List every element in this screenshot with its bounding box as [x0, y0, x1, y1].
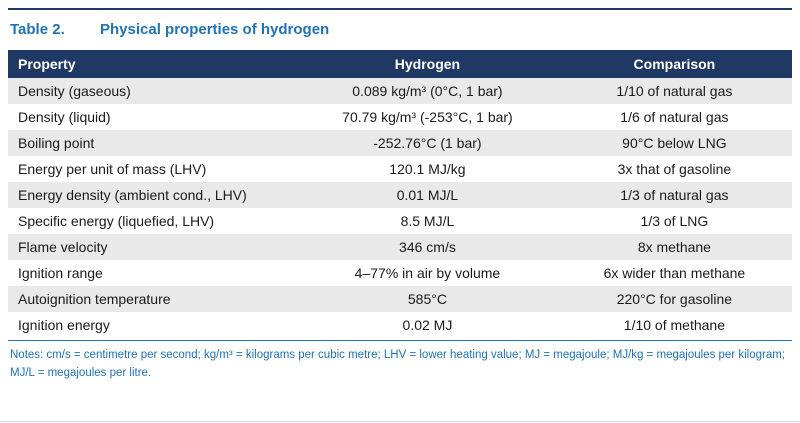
cell-property: Density (liquid) [18, 109, 111, 125]
column-header-hydrogen: Hydrogen [298, 50, 557, 78]
table-row: Density (liquid) 70.79 kg/m³ (-253°C, 1 … [8, 104, 792, 130]
cell-comparison: 1/6 of natural gas [620, 109, 729, 125]
cell-property: Energy density (ambient cond., LHV) [18, 187, 247, 203]
cell-hydrogen: 4–77% in air by volume [354, 265, 501, 281]
cell-comparison: 220°C for gasoline [616, 291, 733, 307]
column-header-comparison: Comparison [556, 50, 792, 78]
table-row: Flame velocity 346 cm/s 8x methane [8, 234, 792, 260]
cell-hydrogen: 0.02 MJ [402, 317, 453, 333]
cell-property: Ignition range [18, 265, 103, 281]
table-row: Specific energy (liquefied, LHV) 8.5 MJ/… [8, 208, 792, 234]
table-title: Physical properties of hydrogen [100, 21, 330, 38]
table-row: Density (gaseous) 0.089 kg/m³ (0°C, 1 ba… [8, 78, 792, 104]
cell-comparison: 1/3 of natural gas [620, 187, 729, 203]
table-row: Autoignition temperature 585°C 220°C for… [8, 286, 792, 312]
table-notes: Notes: cm/s = centimetre per second; kg/… [8, 340, 792, 383]
cell-comparison: 1/10 of natural gas [616, 83, 733, 99]
cell-hydrogen: 346 cm/s [399, 239, 456, 255]
cell-property: Density (gaseous) [18, 83, 131, 99]
cell-hydrogen: 585°C [407, 291, 447, 307]
bottom-divider [0, 421, 800, 422]
cell-hydrogen: 8.5 MJ/L [400, 213, 455, 229]
table-number: Table 2. [10, 21, 65, 38]
properties-table: Property Hydrogen Comparison Density (ga… [8, 50, 792, 338]
cell-property: Flame velocity [18, 239, 108, 255]
cell-property: Ignition energy [18, 317, 110, 333]
cell-hydrogen: 120.1 MJ/kg [389, 161, 466, 177]
document-page: Table 2. Physical properties of hydrogen… [0, 8, 800, 423]
cell-hydrogen: 0.089 kg/m³ (0°C, 1 bar) [352, 83, 503, 99]
table-row: Ignition range 4–77% in air by volume 6x… [8, 260, 792, 286]
cell-hydrogen: -252.76°C (1 bar) [373, 135, 482, 151]
cell-comparison: 3x that of gasoline [617, 161, 732, 177]
table-row: Energy density (ambient cond., LHV) 0.01… [8, 182, 792, 208]
header-row: Property Hydrogen Comparison [8, 50, 792, 78]
cell-property: Energy per unit of mass (LHV) [18, 161, 207, 177]
table-row: Ignition energy 0.02 MJ 1/10 of methane [8, 312, 792, 338]
table-caption: Table 2. Physical properties of hydrogen [8, 10, 792, 50]
top-divider [8, 8, 792, 10]
cell-comparison: 1/10 of methane [623, 317, 725, 333]
cell-property: Specific energy (liquefied, LHV) [18, 213, 215, 229]
table-row: Boiling point -252.76°C (1 bar) 90°C bel… [8, 130, 792, 156]
cell-comparison: 6x wider than methane [603, 265, 746, 281]
cell-property: Boiling point [18, 135, 95, 151]
cell-hydrogen: 0.01 MJ/L [396, 187, 459, 203]
column-header-property: Property [8, 50, 299, 78]
cell-comparison: 1/3 of LNG [640, 213, 709, 229]
cell-comparison: 90°C below LNG [622, 135, 727, 151]
cell-hydrogen: 70.79 kg/m³ (-253°C, 1 bar) [342, 109, 513, 125]
cell-property: Autoignition temperature [18, 291, 171, 307]
table-header: Property Hydrogen Comparison [8, 50, 792, 78]
table-row: Energy per unit of mass (LHV) 120.1 MJ/k… [8, 156, 792, 182]
table-body: Density (gaseous) 0.089 kg/m³ (0°C, 1 ba… [8, 78, 792, 338]
cell-comparison: 8x methane [637, 239, 711, 255]
